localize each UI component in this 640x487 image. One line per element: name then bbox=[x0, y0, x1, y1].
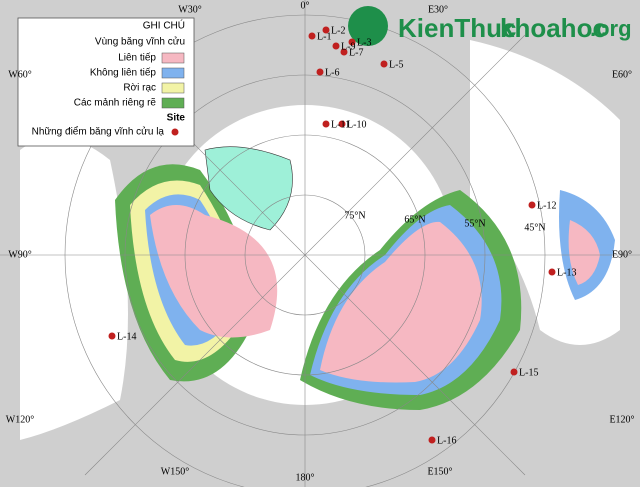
legend-box bbox=[17, 17, 195, 147]
site-label: L-6 bbox=[325, 67, 339, 78]
site-label: L-11 bbox=[331, 119, 350, 130]
site-dot bbox=[322, 26, 330, 34]
site-dot bbox=[308, 32, 316, 40]
longitude-label: E90° bbox=[612, 249, 632, 260]
latitude-label: 75°N bbox=[344, 210, 365, 221]
site-dot bbox=[316, 68, 324, 76]
greenland bbox=[204, 146, 293, 231]
site-label: L-13 bbox=[557, 267, 576, 278]
site-dot bbox=[528, 201, 536, 209]
watermark: KienThuc khoahoc .org bbox=[348, 6, 632, 46]
site-dot bbox=[338, 120, 346, 128]
legend-label: Liên tiếp bbox=[118, 52, 156, 64]
longitude-label: W90° bbox=[8, 249, 31, 260]
site-label: L-16 bbox=[437, 435, 456, 446]
site-dot bbox=[322, 120, 330, 128]
permafrost-zone bbox=[320, 221, 482, 383]
latitude-label: 45°N bbox=[524, 222, 545, 233]
site-label: L-12 bbox=[537, 200, 556, 211]
site-label: L-2 bbox=[331, 25, 345, 36]
legend-swatch bbox=[161, 82, 185, 94]
watermark-brand: KienThuc bbox=[398, 13, 516, 43]
legend-site-title: Site bbox=[167, 113, 186, 124]
site-dot bbox=[108, 332, 116, 340]
watermark-logo bbox=[348, 6, 388, 46]
legend-site-dot bbox=[171, 128, 179, 136]
longitude-label: 0° bbox=[301, 0, 310, 11]
site-dot bbox=[428, 436, 436, 444]
site-dot bbox=[348, 38, 356, 46]
site-dot bbox=[340, 48, 348, 56]
longitude-label: 180° bbox=[296, 472, 315, 483]
legend-label: Rời rạc bbox=[123, 83, 156, 94]
longitude-label: W150° bbox=[161, 466, 189, 477]
legend-swatch bbox=[161, 52, 185, 64]
watermark-site: khoahoc bbox=[500, 13, 607, 43]
legend-section: Vùng băng vĩnh cửu bbox=[95, 36, 185, 48]
site-label: L-3 bbox=[357, 37, 371, 48]
site-label: L-9 bbox=[341, 41, 355, 52]
legend-swatch bbox=[161, 97, 185, 109]
site-label: L-14 bbox=[117, 331, 136, 342]
site-label: L-7 bbox=[349, 47, 363, 58]
site-dot bbox=[332, 42, 340, 50]
longitude-label: E30° bbox=[428, 4, 448, 15]
site-label: L-5 bbox=[389, 59, 403, 70]
legend-site-item: Những điểm băng vĩnh cửu lạ bbox=[32, 126, 165, 138]
longitude-label: E120° bbox=[609, 414, 634, 425]
site-dot bbox=[510, 368, 518, 376]
longitude-label: W60° bbox=[8, 69, 31, 80]
latitude-label: 65°N bbox=[404, 214, 425, 225]
longitude-label: E150° bbox=[427, 466, 452, 477]
longitude-label: W30° bbox=[178, 4, 201, 15]
watermark-domain: .org bbox=[590, 16, 632, 41]
site-label: L-15 bbox=[519, 367, 538, 378]
site-dot bbox=[380, 60, 388, 68]
site-label: L-10 bbox=[347, 119, 366, 130]
permafrost-zone bbox=[568, 220, 600, 285]
legend: GHI CHÚ Vùng băng vĩnh cửu Site Những đi… bbox=[17, 17, 195, 147]
legend-label: Các mảnh riêng rẽ bbox=[74, 98, 157, 109]
legend-title: GHI CHÚ bbox=[143, 19, 185, 32]
permafrost-zone bbox=[150, 205, 278, 338]
site-label: L-1 bbox=[317, 31, 331, 42]
longitude-label: W120° bbox=[6, 414, 34, 425]
longitude-label: E60° bbox=[612, 69, 632, 80]
latitude-label: 55°N bbox=[464, 218, 485, 229]
site-dot bbox=[548, 268, 556, 276]
legend-label: Không liên tiếp bbox=[90, 67, 157, 79]
legend-swatch bbox=[161, 67, 185, 79]
ocean bbox=[20, 137, 128, 440]
